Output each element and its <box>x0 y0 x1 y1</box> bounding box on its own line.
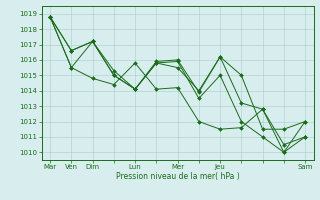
X-axis label: Pression niveau de la mer( hPa ): Pression niveau de la mer( hPa ) <box>116 172 239 181</box>
